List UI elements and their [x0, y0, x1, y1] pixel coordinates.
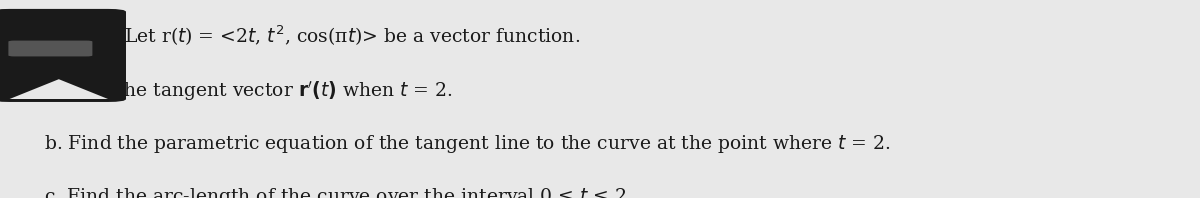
- Text: a. Find the tangent vector $\mathbf{r'(}$$\mathit{t}$$\mathbf{)}$ when $t$ = 2.: a. Find the tangent vector $\mathbf{r'(}…: [44, 79, 452, 103]
- FancyBboxPatch shape: [0, 9, 126, 102]
- Text: Let r($t$) = <2$t$, $t^2$, cos(π$t$)> be a vector function.: Let r($t$) = <2$t$, $t^2$, cos(π$t$)> be…: [124, 24, 580, 48]
- Polygon shape: [10, 79, 108, 99]
- Text: b. Find the parametric equation of the tangent line to the curve at the point wh: b. Find the parametric equation of the t…: [44, 133, 890, 155]
- Text: c. Find the arc-length of the curve over the interval 0 ≤ $t$ ≤ 2.: c. Find the arc-length of the curve over…: [44, 186, 632, 198]
- FancyBboxPatch shape: [8, 41, 92, 56]
